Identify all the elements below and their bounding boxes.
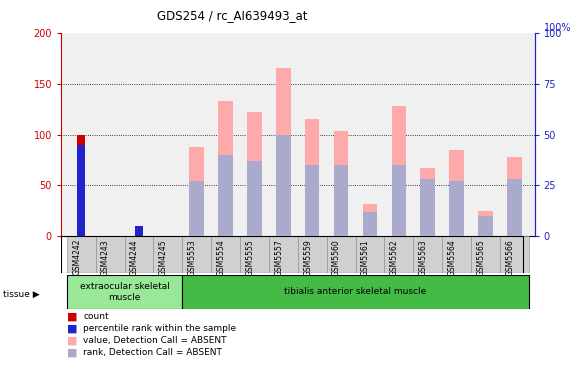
Text: GSM5555: GSM5555 — [245, 239, 254, 276]
Bar — [305, 119, 320, 236]
Bar — [77, 135, 85, 236]
Text: GSM4243: GSM4243 — [101, 239, 110, 276]
Bar — [67, 236, 96, 273]
Bar — [385, 236, 413, 273]
Bar — [276, 135, 290, 236]
Text: 100%: 100% — [544, 23, 572, 33]
Bar — [67, 274, 182, 309]
Text: tissue ▶: tissue ▶ — [3, 290, 40, 298]
Text: GSM5559: GSM5559 — [303, 239, 312, 276]
Bar — [305, 165, 320, 236]
Text: ■: ■ — [67, 324, 77, 334]
Bar — [248, 112, 261, 236]
Bar — [240, 236, 269, 273]
Bar — [363, 212, 377, 236]
Bar — [189, 181, 204, 236]
Bar — [276, 68, 290, 236]
Bar — [334, 165, 348, 236]
Bar — [413, 236, 442, 273]
Text: GSM5554: GSM5554 — [217, 239, 225, 276]
Text: GSM5561: GSM5561 — [361, 239, 370, 276]
Text: GSM5562: GSM5562 — [390, 239, 399, 276]
Bar — [153, 236, 182, 273]
Text: GSM5566: GSM5566 — [505, 239, 514, 276]
Bar — [248, 161, 261, 236]
Text: extraocular skeletal
muscle: extraocular skeletal muscle — [80, 282, 170, 302]
Bar — [507, 157, 522, 236]
Bar — [449, 181, 464, 236]
Text: GSM4244: GSM4244 — [130, 239, 139, 276]
Bar — [334, 131, 348, 236]
Bar — [218, 101, 233, 236]
Text: GSM4242: GSM4242 — [72, 239, 81, 276]
Text: GDS254 / rc_AI639493_at: GDS254 / rc_AI639493_at — [157, 9, 308, 22]
Text: ■: ■ — [67, 336, 77, 346]
Text: value, Detection Call = ABSENT: value, Detection Call = ABSENT — [83, 336, 227, 345]
Bar — [478, 216, 493, 236]
Bar — [96, 236, 124, 273]
Text: GSM5565: GSM5565 — [476, 239, 486, 276]
Bar — [392, 165, 406, 236]
Text: GSM5563: GSM5563 — [419, 239, 428, 276]
Bar — [269, 236, 297, 273]
Bar — [363, 203, 377, 236]
Bar — [478, 211, 493, 236]
Bar — [182, 236, 211, 273]
Text: ■: ■ — [67, 311, 77, 322]
Text: count: count — [83, 312, 109, 321]
Bar — [356, 236, 385, 273]
Text: GSM5553: GSM5553 — [188, 239, 197, 276]
Bar — [124, 236, 153, 273]
Bar — [77, 145, 85, 236]
Text: tibialis anterior skeletal muscle: tibialis anterior skeletal muscle — [284, 287, 426, 296]
Bar — [421, 179, 435, 236]
Text: percentile rank within the sample: percentile rank within the sample — [83, 324, 236, 333]
Bar — [218, 155, 233, 236]
Bar — [449, 150, 464, 236]
Text: GSM5557: GSM5557 — [274, 239, 284, 276]
Bar — [135, 226, 143, 236]
Text: GSM5560: GSM5560 — [332, 239, 341, 276]
Text: rank, Detection Call = ABSENT: rank, Detection Call = ABSENT — [83, 348, 222, 357]
Bar — [421, 168, 435, 236]
Text: GSM5564: GSM5564 — [447, 239, 457, 276]
Bar — [471, 236, 500, 273]
Bar — [500, 236, 529, 273]
Text: ■: ■ — [67, 348, 77, 358]
Bar — [189, 147, 204, 236]
Bar — [507, 179, 522, 236]
Bar — [298, 236, 327, 273]
Bar — [442, 236, 471, 273]
Bar — [392, 106, 406, 236]
Bar — [182, 274, 529, 309]
Bar — [211, 236, 240, 273]
Text: GSM4245: GSM4245 — [159, 239, 168, 276]
Bar — [327, 236, 356, 273]
